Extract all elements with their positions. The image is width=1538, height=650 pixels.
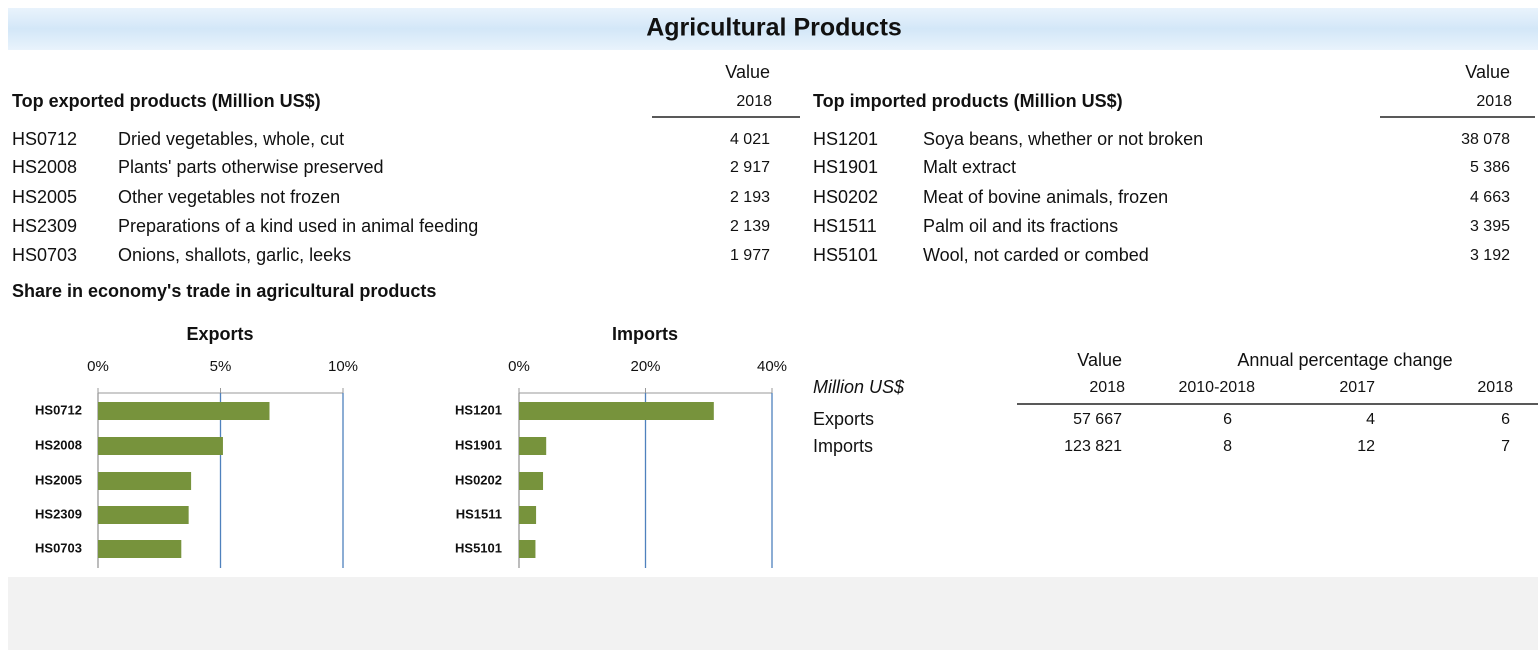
section-title: Share in economy's trade in agricultural… (12, 281, 436, 301)
product-name: Malt extract (923, 157, 1016, 177)
product-name: Palm oil and its fractions (923, 216, 1118, 236)
column-header: 2010-2018 (1178, 379, 1255, 396)
y-tick-label: HS2008 (35, 437, 82, 452)
chart-title: Imports (612, 324, 678, 344)
x-tick-label: 0% (508, 358, 530, 375)
x-tick-label: 10% (328, 358, 358, 375)
product-value: 2 193 (730, 189, 770, 206)
column-header: 2018 (1089, 379, 1125, 396)
summary-value: 57 667 (1073, 411, 1122, 428)
product-code: HS5101 (813, 245, 878, 265)
y-tick-label: HS2309 (35, 506, 82, 521)
y-tick-label: HS0703 (35, 540, 82, 555)
bar (98, 472, 192, 490)
bar (98, 437, 223, 455)
product-name: Wool, not carded or combed (923, 245, 1149, 265)
bar (98, 540, 182, 558)
summary-value: 7 (1501, 438, 1510, 455)
product-name: Plants' parts otherwise preserved (118, 157, 384, 177)
chart-title: Exports (186, 324, 253, 344)
product-name: Preparations of a kind used in animal fe… (118, 216, 478, 236)
product-name: Other vegetables not frozen (118, 187, 340, 207)
unit-label: Million US$ (813, 377, 905, 397)
product-value: 3 395 (1470, 218, 1510, 235)
x-tick-label: 40% (757, 358, 787, 375)
product-value: 2 917 (730, 159, 770, 176)
y-tick-label: HS1201 (455, 402, 502, 417)
column-header: 2018 (1477, 379, 1513, 396)
product-value: 38 078 (1461, 131, 1510, 148)
product-code: HS1201 (813, 129, 878, 149)
summary-value: 12 (1357, 438, 1375, 455)
bar (519, 437, 547, 455)
product-name: Soya beans, whether or not broken (923, 129, 1203, 149)
bar (98, 402, 270, 420)
product-code: HS0703 (12, 245, 77, 265)
bar (519, 402, 714, 420)
x-tick-label: 20% (630, 358, 660, 375)
product-name: Meat of bovine animals, frozen (923, 187, 1168, 207)
y-tick-label: HS5101 (455, 540, 502, 555)
product-value: 2 139 (730, 218, 770, 235)
product-code: HS2008 (12, 157, 77, 177)
summary-value: 4 (1366, 411, 1375, 428)
x-tick-label: 0% (87, 358, 109, 375)
column-header: Annual percentage change (1237, 350, 1452, 370)
product-value: 4 663 (1470, 189, 1510, 206)
product-code: HS2005 (12, 187, 77, 207)
y-tick-label: HS1511 (456, 506, 502, 521)
summary-value: 6 (1223, 411, 1232, 428)
x-tick-label: 5% (210, 358, 232, 375)
product-value: 5 386 (1470, 159, 1510, 176)
product-code: HS0712 (12, 129, 77, 149)
row-label: Exports (813, 409, 874, 429)
row-label: Imports (813, 436, 873, 456)
product-code: HS2309 (12, 216, 77, 236)
product-value: 4 021 (730, 131, 770, 148)
summary-value: 6 (1501, 411, 1510, 428)
product-value: 1 977 (730, 247, 770, 264)
y-tick-label: HS2005 (35, 472, 82, 487)
summary-value: 123 821 (1064, 438, 1122, 455)
column-header: Value (1465, 62, 1510, 82)
bar (519, 506, 537, 524)
section-title: Top exported products (Million US$) (12, 91, 321, 111)
product-name: Dried vegetables, whole, cut (118, 129, 344, 149)
product-code: HS1901 (813, 157, 878, 177)
column-header: Value (725, 62, 770, 82)
bar (98, 506, 189, 524)
product-value: 3 192 (1470, 247, 1510, 264)
column-header: 2017 (1339, 379, 1375, 396)
bar (519, 540, 536, 558)
header-band (8, 8, 1538, 50)
section-title: Top imported products (Million US$) (813, 91, 1123, 111)
column-header: 2018 (1476, 93, 1512, 110)
title: Agricultural Products (646, 14, 902, 42)
column-header: Value (1077, 350, 1122, 370)
footer-band (8, 577, 1538, 650)
y-tick-label: HS0202 (455, 472, 502, 487)
bar (519, 472, 544, 490)
product-code: HS1511 (813, 216, 877, 236)
column-header: 2018 (736, 93, 772, 110)
product-name: Onions, shallots, garlic, leeks (118, 245, 351, 265)
summary-value: 8 (1223, 438, 1232, 455)
y-tick-label: HS0712 (35, 402, 82, 417)
product-code: HS0202 (813, 187, 878, 207)
y-tick-label: HS1901 (455, 437, 502, 452)
